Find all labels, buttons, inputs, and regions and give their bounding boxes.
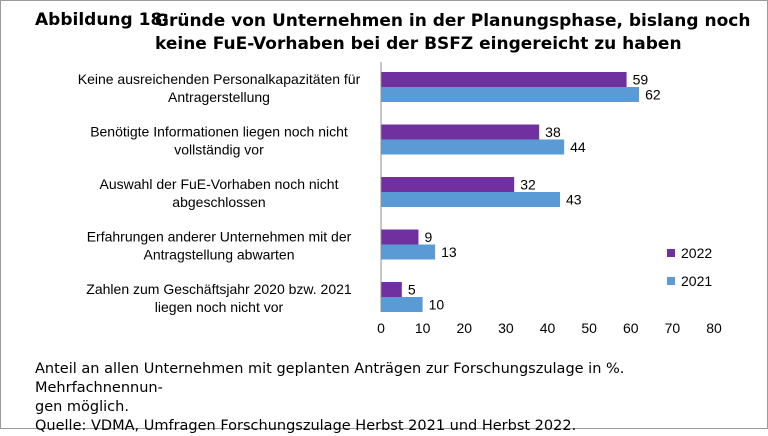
- bar-2022: [381, 282, 402, 297]
- category-label: Benötigte Informationen liegen noch nich…: [90, 124, 348, 158]
- bar-2022: [381, 177, 515, 192]
- x-tick-label: 10: [415, 320, 431, 336]
- footnote: Anteil an allen Unternehmen mit geplante…: [35, 360, 755, 436]
- bar-2022: [381, 124, 540, 140]
- category-label: Zahlen zum Geschäftsjahr 2020 bzw. 2021 l…: [86, 281, 352, 315]
- x-tick-label: 70: [665, 320, 681, 336]
- x-axis: 0 10 20 30 40 50 60 70 80: [377, 62, 722, 336]
- bar-2021: [381, 297, 423, 312]
- data-label-2021: 43: [566, 192, 582, 208]
- data-label-2022: 32: [520, 177, 536, 193]
- bar-2021: [381, 139, 565, 155]
- data-label-2021: 62: [645, 87, 661, 103]
- bar-2021: [381, 192, 560, 207]
- bar-2022: [381, 72, 627, 87]
- figure-label: Abbildung 18:: [35, 10, 170, 30]
- footnote-text-line2: gen möglich.: [35, 399, 129, 415]
- data-label-2022: 38: [545, 124, 561, 140]
- legend-label-2022: 2022: [681, 245, 712, 261]
- category-label: Keine ausreichenden Personalkapazitäten …: [78, 71, 361, 105]
- category-label: Auswahl der FuE-Vorhaben noch nicht abges…: [100, 176, 339, 210]
- data-label-2022: 59: [633, 72, 649, 88]
- category-label: Erfahrungen anderer Unternehmen mit der A…: [87, 229, 352, 263]
- data-label-2022: 5: [408, 282, 416, 298]
- legend-swatch-2021: [667, 277, 675, 285]
- bars: [381, 72, 640, 312]
- bar-2021: [381, 244, 436, 260]
- x-tick-label: 60: [623, 320, 639, 336]
- data-label-2022: 9: [424, 229, 432, 245]
- bar-2022: [381, 229, 419, 245]
- x-tick-label: 30: [498, 320, 514, 336]
- legend-label-2021: 2021: [681, 273, 712, 289]
- x-tick-label: 40: [540, 320, 556, 336]
- data-label-2021: 10: [429, 297, 445, 313]
- legend-swatch-2022: [667, 249, 675, 257]
- legend: 2022 2021: [667, 245, 712, 289]
- data-label-2021: 44: [570, 139, 586, 155]
- x-tick-label: 50: [581, 320, 597, 336]
- x-tick-label: 80: [706, 320, 722, 336]
- data-label-2021: 13: [441, 244, 457, 260]
- footnote-text-line1: Anteil an allen Unternehmen mit geplante…: [35, 361, 625, 396]
- x-tick-label: 20: [456, 320, 472, 336]
- x-tick-label: 0: [377, 320, 385, 336]
- bar-2021: [381, 87, 640, 102]
- category-labels: Keine ausreichenden Personalkapazitäten …: [78, 71, 361, 315]
- figure-title: Gründe von Unternehmen in der Planungsph…: [155, 11, 751, 54]
- source-text: Quelle: VDMA, Umfragen Forschungszulage …: [35, 418, 577, 434]
